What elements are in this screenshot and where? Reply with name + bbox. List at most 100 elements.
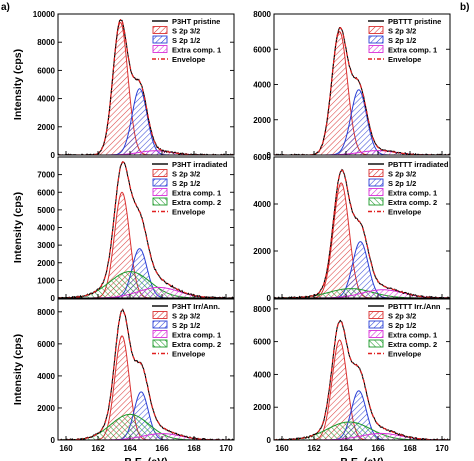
legend-entry-extra-comp-1: Extra comp. 1 [388,46,437,55]
y-tick-label: 10000 [33,10,56,19]
legend-swatch-extra-comp-2 [368,197,384,206]
legend-entry-extra-comp-1: Extra comp. 1 [172,331,221,340]
panel-b-bottom: 0 2000 4000 6000 8000 160 162 164 166 168 170 B.E. … [253,298,451,461]
legend-entry-envelope: Envelope [388,208,421,217]
x-axis-label: B.E. (eV) [340,456,383,461]
y-tick-label: 4000 [253,370,271,379]
legend-entry-extra-comp-1: Extra comp. 1 [388,331,437,340]
legend-entry-envelope: Envelope [388,55,421,64]
legend-swatch-s-2p-1-2 [368,178,384,187]
y-tick-label: 2000 [253,247,271,256]
legend-title: PBTTT Irr./Ann [388,302,441,311]
figure-label-a: a) [1,2,10,13]
legend-swatch-extra-comp-2 [368,339,384,348]
plot-area [274,168,450,298]
plot-frame [273,298,451,441]
y-tick-label: 2000 [37,259,55,268]
legend-entry-s-2p-3-2: S 2p 3/2 [388,170,416,179]
y-tick-label: 0 [267,294,272,303]
plot-area [58,19,234,155]
component-s-2p-1-2 [58,391,234,440]
x-tick-label: 164 [339,444,353,453]
legend-entry-envelope: Envelope [172,208,205,217]
y-tick-label: 8000 [253,305,271,314]
y-tick-label: 6000 [253,45,271,54]
legend-swatch-s-2p-1-2 [152,35,168,44]
legend-swatch-extra-comp-1 [368,45,384,53]
legend-entry-s-2p-1-2: S 2p 1/2 [172,179,200,188]
component-s-2p-1-2 [274,390,450,440]
legend-entry-envelope: Envelope [172,350,205,359]
legend-entry-s-2p-3-2: S 2p 3/2 [172,27,200,36]
y-tick-label: 2000 [37,404,55,413]
y-tick-label: 6000 [253,153,271,162]
y-tick-label: 2000 [253,116,271,125]
legend-entry-s-2p-1-2: S 2p 1/2 [388,179,416,188]
component-s-2p-1-2 [58,248,234,298]
y-tick-label: 4000 [253,81,271,90]
legend-swatch-s-2p-3-2 [152,311,168,319]
legend-swatch-extra-comp-1 [152,45,168,53]
legend-swatch-s-2p-3-2 [152,169,168,177]
panels: 0 2000 4000 6000 8000 10000 Intensity (cps) P3H… [12,10,451,461]
legend-entry-s-2p-1-2: S 2p 1/2 [172,321,200,330]
y-tick-label: 5000 [37,206,55,215]
panel-a-middle: 0 1000 2000 3000 4000 5000 6000 7000 Intensity (… [12,156,235,303]
legend-swatch-extra-comp-2 [152,339,168,348]
component-s-2p-1-2 [58,88,234,155]
x-tick-label: 160 [59,444,73,453]
legend-entry-envelope: Envelope [172,55,205,64]
panel-a-top: 0 2000 4000 6000 8000 10000 Intensity (cps) P3H… [12,10,235,160]
y-tick-label: 2000 [253,403,271,412]
legend-swatch-s-2p-3-2 [368,169,384,177]
y-tick-label: 8000 [37,308,55,317]
component-extra-comp-1 [58,150,234,155]
plot-area [274,319,450,440]
legend-swatch-s-2p-1-2 [368,320,384,329]
legend-swatch-s-2p-3-2 [368,311,384,319]
legend-entry-extra-comp-2: Extra comp. 2 [172,198,221,207]
legend-swatch-s-2p-3-2 [368,26,384,34]
y-axis-label: Intensity (cps) [12,334,24,405]
x-tick-label: 168 [403,444,417,453]
panel-a-bottom: 0 2000 4000 6000 8000 160 162 164 166 168 170 Inten… [12,298,235,461]
legend-entry-s-2p-3-2: S 2p 3/2 [388,312,416,321]
y-tick-label: 4000 [37,224,55,233]
x-tick-label: 160 [275,444,289,453]
x-tick-label: 162 [307,444,321,453]
y-tick-label: 0 [51,151,56,160]
legend-entry-envelope: Envelope [388,350,421,359]
y-tick-label: 6000 [37,188,55,197]
x-axis-label: B.E. (eV) [124,456,167,461]
component-s-2p-1-2 [274,241,450,298]
plot-area [58,308,234,440]
legend-entry-extra-comp-2: Extra comp. 2 [172,340,221,349]
legend-entry-s-2p-3-2: S 2p 3/2 [172,170,200,179]
y-tick-label: 6000 [253,338,271,347]
plot-area [58,161,234,298]
legend-entry-extra-comp-2: Extra comp. 2 [388,340,437,349]
legend-title: PBTTT irradiated [388,160,449,169]
x-tick-label: 162 [91,444,105,453]
legend-entry-s-2p-3-2: S 2p 3/2 [172,312,200,321]
plot-frame [57,13,235,156]
component-s-2p-1-2 [274,89,450,155]
legend-swatch-extra-comp-1 [152,188,168,196]
envelope-line [58,309,234,440]
legend-entry-s-2p-1-2: S 2p 1/2 [388,321,416,330]
legend-entry-s-2p-3-2: S 2p 3/2 [388,27,416,36]
legend-swatch-extra-comp-1 [368,188,384,196]
envelope-line [274,320,450,440]
legend-swatch-extra-comp-1 [368,330,384,338]
legend-title: P3HT pristine [172,17,220,26]
y-tick-label: 0 [267,151,272,160]
legend-swatch-s-2p-1-2 [368,35,384,44]
legend-entry-extra-comp-2: Extra comp. 2 [388,198,437,207]
y-tick-label: 4000 [253,200,271,209]
